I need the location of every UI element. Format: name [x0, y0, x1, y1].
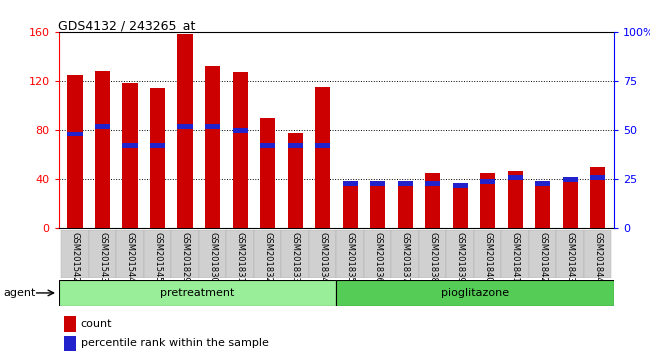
Bar — [508, 171, 523, 228]
Text: GSM201834: GSM201834 — [318, 233, 327, 283]
Text: GSM201830: GSM201830 — [208, 233, 217, 283]
Bar — [281, 230, 309, 278]
Text: pioglitazone: pioglitazone — [441, 288, 510, 298]
Bar — [343, 181, 358, 185]
Text: percentile rank within the sample: percentile rank within the sample — [81, 338, 268, 348]
Bar — [233, 72, 248, 228]
Bar — [590, 167, 605, 228]
Bar — [205, 124, 220, 129]
Text: GSM201843: GSM201843 — [566, 233, 575, 283]
Bar — [501, 230, 529, 278]
Bar — [68, 75, 83, 228]
Bar — [508, 175, 523, 180]
Text: GSM201833: GSM201833 — [291, 233, 300, 283]
Bar — [391, 230, 419, 278]
Text: GSM201842: GSM201842 — [538, 233, 547, 283]
Text: GSM201545: GSM201545 — [153, 233, 162, 283]
Bar — [315, 87, 330, 228]
Text: GSM201844: GSM201844 — [593, 233, 603, 283]
Bar — [370, 183, 385, 228]
Bar — [287, 132, 303, 228]
Bar — [452, 185, 468, 228]
Bar — [95, 124, 110, 129]
Bar — [556, 230, 584, 278]
Text: GSM201829: GSM201829 — [181, 233, 190, 283]
Text: GDS4132 / 243265_at: GDS4132 / 243265_at — [58, 19, 196, 33]
Bar — [226, 230, 254, 278]
Text: GSM201544: GSM201544 — [125, 233, 135, 283]
Bar — [343, 183, 358, 228]
Bar — [177, 34, 192, 228]
Bar — [260, 143, 275, 148]
Bar — [287, 143, 303, 148]
Bar — [480, 173, 495, 228]
Bar — [563, 177, 578, 228]
Bar — [64, 336, 76, 351]
Bar — [199, 230, 226, 278]
Text: agent: agent — [3, 288, 36, 298]
Bar — [370, 181, 385, 185]
Text: GSM201841: GSM201841 — [511, 233, 520, 283]
Bar — [398, 183, 413, 228]
Bar — [177, 124, 192, 129]
Bar — [122, 143, 138, 148]
Text: GSM201542: GSM201542 — [70, 233, 79, 283]
Text: GSM201839: GSM201839 — [456, 233, 465, 283]
Bar — [309, 230, 337, 278]
Text: GSM201836: GSM201836 — [373, 233, 382, 283]
Bar — [254, 230, 281, 278]
Bar — [419, 230, 447, 278]
Bar — [172, 230, 199, 278]
Bar — [64, 316, 76, 332]
Text: GSM201543: GSM201543 — [98, 233, 107, 283]
Bar — [205, 66, 220, 228]
Bar — [535, 183, 551, 228]
Text: GSM201832: GSM201832 — [263, 233, 272, 283]
Text: GSM201831: GSM201831 — [235, 233, 244, 283]
Text: GSM201835: GSM201835 — [346, 233, 355, 283]
Bar — [425, 181, 440, 185]
Bar — [535, 181, 551, 185]
Bar — [260, 118, 275, 228]
Bar — [447, 230, 474, 278]
Bar — [529, 230, 556, 278]
Bar — [398, 181, 413, 185]
Bar — [584, 230, 612, 278]
Bar — [95, 71, 110, 228]
Bar — [89, 230, 116, 278]
Text: GSM201838: GSM201838 — [428, 233, 437, 283]
Bar — [58, 280, 337, 306]
Bar — [116, 230, 144, 278]
Bar — [337, 230, 364, 278]
Bar — [590, 175, 605, 180]
Bar — [122, 84, 138, 228]
Bar — [233, 128, 248, 132]
Bar — [337, 280, 614, 306]
Bar — [61, 230, 89, 278]
Text: GSM201837: GSM201837 — [400, 233, 410, 283]
Bar — [315, 143, 330, 148]
Text: pretreatment: pretreatment — [161, 288, 235, 298]
Text: count: count — [81, 319, 112, 329]
Bar — [425, 173, 440, 228]
Bar — [563, 177, 578, 182]
Bar — [150, 143, 165, 148]
Bar — [474, 230, 501, 278]
Bar — [68, 132, 83, 137]
Text: GSM201840: GSM201840 — [483, 233, 492, 283]
Bar — [452, 183, 468, 188]
Bar — [150, 88, 165, 228]
Bar — [364, 230, 391, 278]
Bar — [480, 179, 495, 184]
Bar — [144, 230, 172, 278]
